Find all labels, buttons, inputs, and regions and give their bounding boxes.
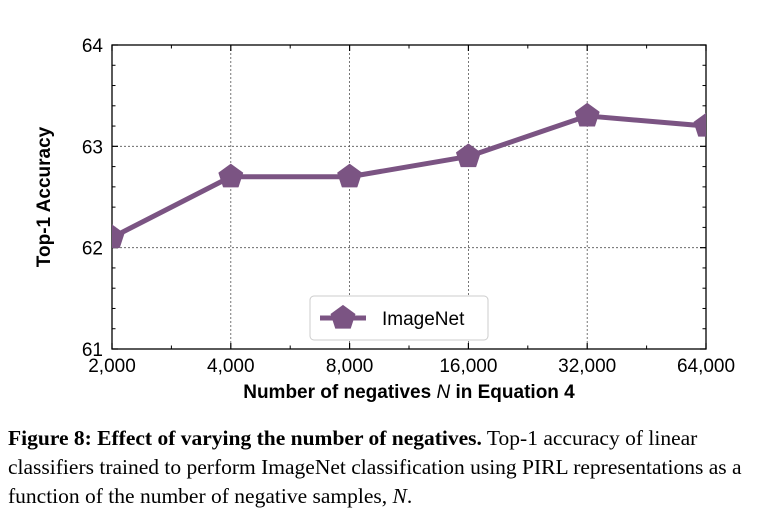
caption-text: Top-1 accuracy of linear classifiers tra… [8,426,742,508]
x-tick-label: 64,000 [677,356,735,377]
axis-ticks: 2,000 4,000 8,000 16,000 32,000 64,000 61 62 63 6… [82,36,735,377]
x-axis-label: Number of negatives N in Equation 4 [243,382,575,403]
data-point [112,224,125,249]
x-tick-label: 4,000 [207,356,255,377]
y-axis-label: Top-1 Accuracy [34,126,55,267]
series-imagenet [112,102,706,249]
data-point [218,163,244,188]
series-layer [112,102,706,249]
y-tick-label: 61 [82,340,103,361]
x-tick-label: 2,000 [88,356,136,377]
legend-label: ImageNet [382,309,465,330]
legend-marker [330,304,356,329]
data-point [574,102,600,127]
y-tick-label: 64 [82,36,104,57]
legend-box [309,295,489,341]
legend: ImageNet [309,295,489,341]
caption-variable: N [392,484,407,508]
data-point [693,113,706,137]
y-tick-label: 63 [82,137,103,158]
x-tick-label: 8,000 [326,356,374,377]
line-chart: 2,000 4,000 8,000 16,000 32,000 64,000 61 62 63 6… [34,36,735,403]
series-line [112,113,706,241]
y-tick-label: 62 [82,239,103,260]
data-point [456,143,481,168]
figure-caption: Figure 8: Effect of varying the number o… [8,424,776,511]
data-point [337,163,362,188]
caption-title: Figure 8: Effect of varying the number o… [8,426,482,450]
x-tick-label: 32,000 [558,356,616,377]
x-tick-label: 16,000 [439,356,497,377]
caption-end: . [406,484,413,508]
